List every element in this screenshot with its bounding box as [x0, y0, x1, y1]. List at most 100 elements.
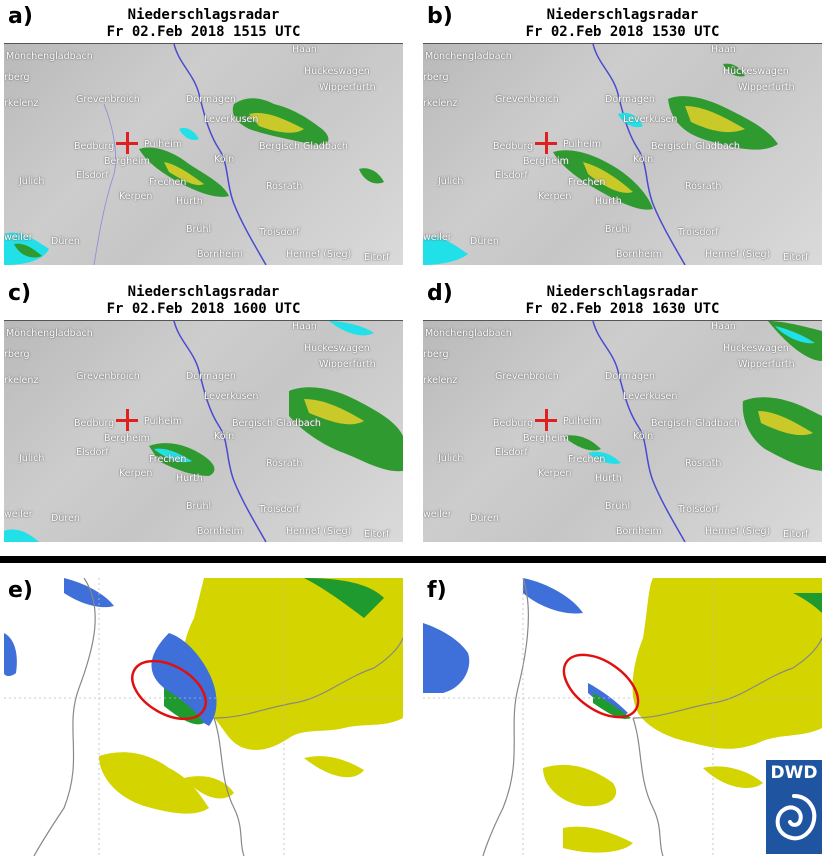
town-label: Wipperfürth	[738, 359, 795, 370]
town-label: Hennef (Sieg)	[705, 249, 771, 260]
town-label: Elsdorf	[495, 447, 528, 458]
town-label: Kerpen	[538, 468, 572, 479]
radar-timestamp: Fr 02.Feb 2018 1600 UTC	[106, 301, 301, 317]
town-label: Wipperfürth	[319, 82, 376, 93]
town-label: Jülich	[438, 176, 464, 187]
town-label: weiler	[423, 232, 452, 243]
rain-cell-east	[742, 397, 822, 471]
model-panel-e: e)	[4, 578, 403, 856]
model-overlay	[4, 578, 403, 856]
town-label: Wipperfürth	[738, 82, 795, 93]
precip-yellow-east	[703, 766, 763, 788]
radar-panel-d: Niederschlagsradar Fr 02.Feb 2018 1630 U…	[423, 281, 822, 542]
radar-header: Niederschlagsradar Fr 02.Feb 2018 1515 U…	[4, 4, 403, 44]
town-label: rberg	[4, 72, 30, 83]
town-label: Bergisch Gladbach	[259, 141, 348, 152]
town-label: Köln	[633, 154, 654, 165]
town-label: Elsdorf	[495, 170, 528, 181]
radar-overlay	[423, 44, 778, 265]
rain-cell-small	[618, 112, 643, 128]
rain-edge-main	[588, 451, 621, 464]
town-label: Hürth	[176, 196, 203, 207]
town-label: Düren	[470, 236, 499, 247]
town-label: weiler	[4, 509, 33, 520]
swirl-icon	[775, 794, 817, 841]
precip-blue-north	[523, 578, 583, 614]
rain-core-main	[164, 162, 204, 186]
radar-timestamp: Fr 02.Feb 2018 1630 UTC	[525, 301, 720, 317]
border-line	[213, 637, 403, 719]
town-label: rberg	[423, 72, 449, 83]
rain-cell-main	[563, 435, 601, 451]
town-label: Bornheim	[616, 249, 662, 260]
town-label: Bergisch Gladbach	[651, 418, 740, 429]
town-label: Leverkusen	[204, 391, 259, 402]
rain-core-north-east	[249, 113, 304, 133]
precip-blue-band	[151, 633, 217, 726]
radar-overlay	[563, 321, 822, 542]
town-label: Dormagen	[605, 371, 655, 382]
town-label: Frechen	[568, 454, 606, 465]
precip-yellow-east	[304, 756, 364, 778]
rain-cell-sw	[423, 236, 468, 265]
town-label: Pulheim	[144, 416, 182, 427]
precip-blue-north	[64, 578, 114, 608]
town-label: Hennef (Sieg)	[286, 249, 352, 260]
town-label: Düren	[51, 236, 80, 247]
logo-text: DWD	[770, 763, 818, 783]
radar-header: Niederschlagsradar Fr 02.Feb 2018 1530 U…	[423, 4, 822, 44]
radar-header: Niederschlagsradar Fr 02.Feb 2018 1600 U…	[4, 281, 403, 321]
town-label: rkelenz	[423, 98, 458, 109]
town-label: Bornheim	[616, 526, 662, 537]
panel-label: b)	[423, 4, 457, 30]
precip-yellow-south	[184, 776, 234, 799]
radar-panel-c: Niederschlagsradar Fr 02.Feb 2018 1600 U…	[4, 281, 403, 542]
town-label: Pulheim	[144, 139, 182, 150]
town-label: Bergheim	[523, 156, 569, 167]
town-label: rberg	[4, 349, 30, 360]
precip-blue-west	[423, 623, 470, 693]
town-label: Hennef (Sieg)	[286, 526, 352, 537]
town-label: Brühl	[605, 224, 631, 235]
border-line	[213, 717, 245, 856]
town-label: Kerpen	[119, 191, 153, 202]
town-label: Eitorf	[783, 252, 809, 263]
rain-core-main	[583, 162, 633, 193]
town-label: Haan	[711, 44, 736, 55]
border-line	[632, 637, 822, 719]
rhine-river	[592, 44, 686, 265]
rain-core-east	[304, 399, 364, 425]
town-label: Rösrath	[685, 458, 722, 469]
town-label: Bergheim	[104, 156, 150, 167]
town-label: Hückeswagen	[304, 343, 370, 354]
town-label: Hückeswagen	[723, 343, 789, 354]
rain-core-north-east	[685, 106, 745, 133]
border-line	[632, 717, 664, 856]
radar-title: Niederschlagsradar	[127, 7, 280, 23]
town-label: Haan	[292, 321, 317, 332]
town-label: Bergisch Gladbach	[651, 141, 740, 152]
precip-blue-band	[588, 683, 628, 715]
panel-label: c)	[4, 281, 36, 307]
town-label: weiler	[423, 509, 452, 520]
town-label: Düren	[470, 513, 499, 524]
radar-panel-a: Niederschlagsradar Fr 02.Feb 2018 1515 U…	[4, 4, 403, 265]
precip-yellow-north	[632, 578, 822, 749]
town-label: Hürth	[595, 473, 622, 484]
town-label: Mönchengladbach	[6, 328, 93, 339]
town-label: rkelenz	[423, 375, 458, 386]
radar-map: Mönchengladbach rberg rkelenz Grevenbroi…	[4, 321, 403, 542]
town-label: Bedburg	[74, 141, 115, 152]
town-label: rkelenz	[4, 375, 39, 386]
town-label: Leverkusen	[204, 114, 259, 125]
location-cross	[535, 409, 557, 431]
town-label: Köln	[214, 431, 235, 442]
town-label: Köln	[633, 431, 654, 442]
town-label: Kerpen	[538, 191, 572, 202]
radar-overlay	[4, 321, 403, 542]
border-line	[33, 578, 96, 856]
rain-cell-small	[179, 128, 199, 140]
radar-title: Niederschlagsradar	[546, 284, 699, 300]
town-label: Bedburg	[493, 141, 534, 152]
town-label: rkelenz	[4, 98, 39, 109]
